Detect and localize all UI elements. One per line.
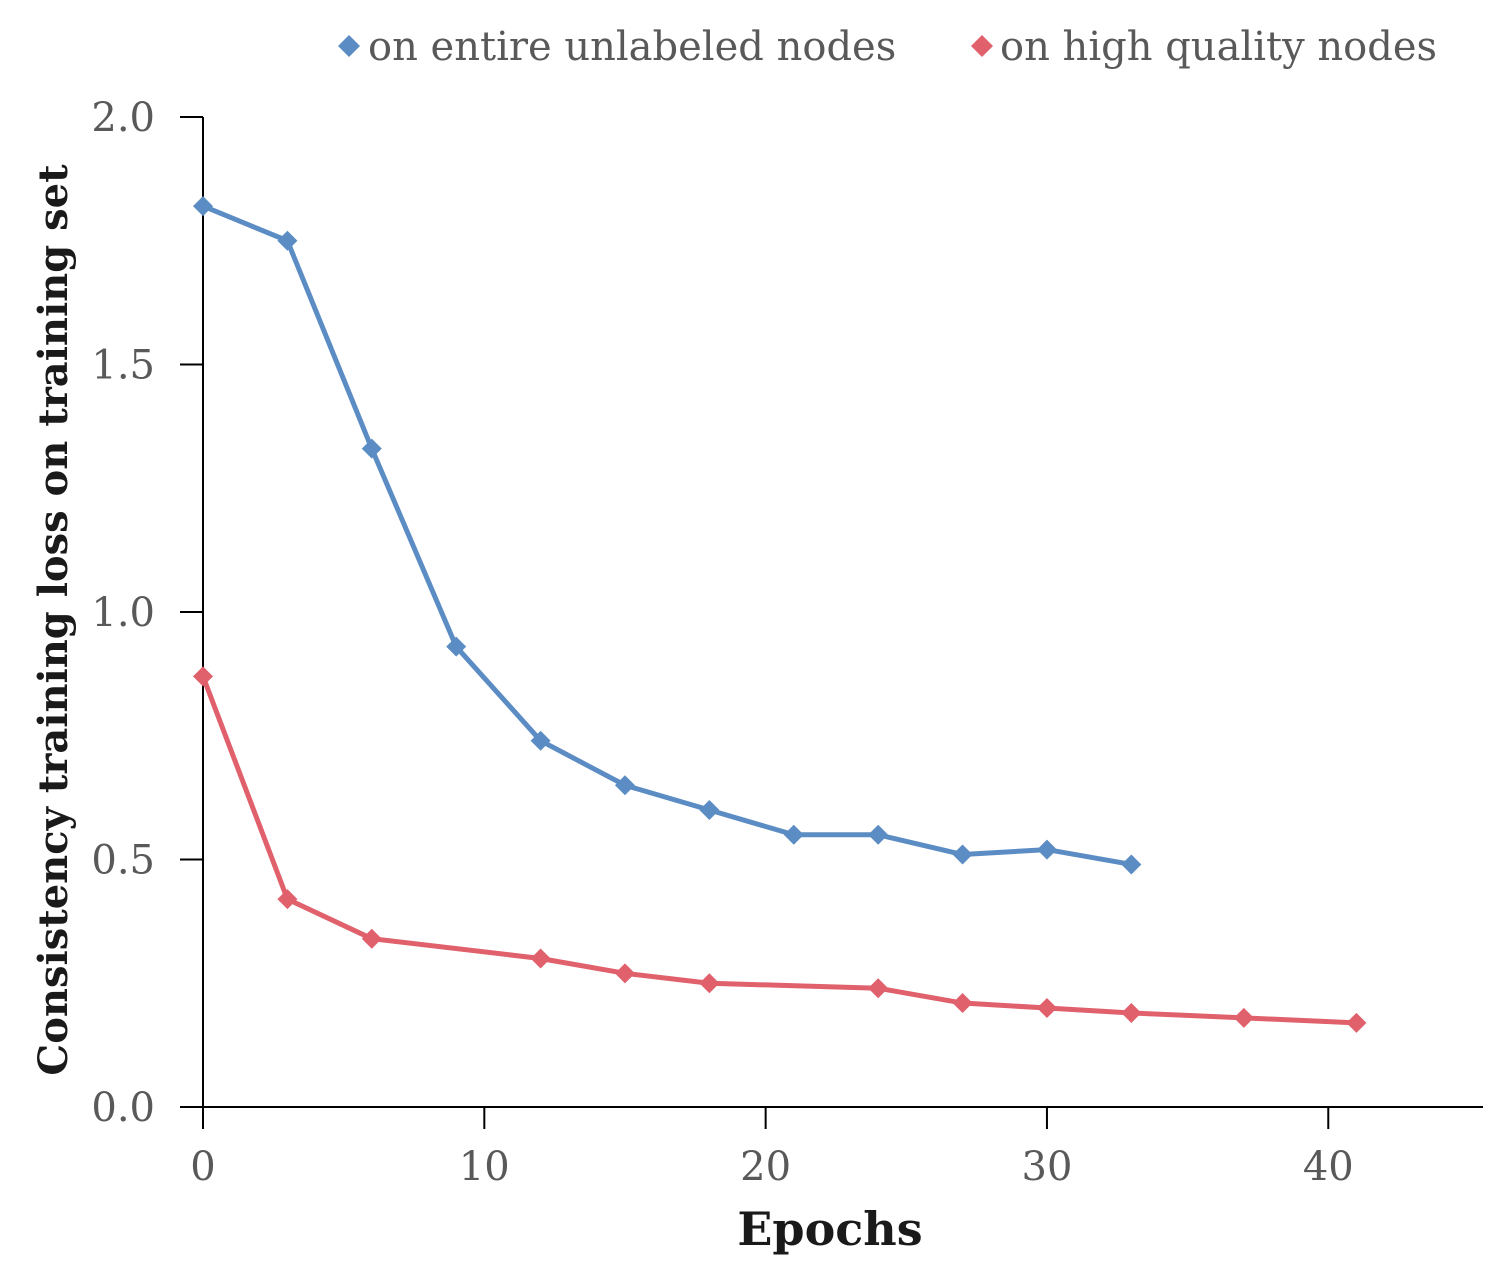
series-2 <box>193 666 1367 1033</box>
data-point <box>614 963 635 984</box>
data-point <box>530 730 551 751</box>
data-point <box>1121 1002 1142 1023</box>
data-point <box>530 948 551 969</box>
y-tick-label: 0.0 <box>91 1085 155 1131</box>
data-point <box>952 993 973 1014</box>
legend-item: on high quality nodes <box>971 24 1437 70</box>
data-point <box>446 636 467 657</box>
data-point <box>1346 1012 1367 1033</box>
data-point <box>1121 854 1142 875</box>
y-tick-label: 1.0 <box>91 590 155 636</box>
data-point <box>868 824 889 845</box>
data-point <box>361 438 382 459</box>
data-point <box>1036 998 1057 1018</box>
legend: on entire unlabeled nodes on high quality… <box>338 24 1437 70</box>
x-tick-label: 30 <box>1022 1144 1073 1190</box>
axes: 0.0 0.5 1.0 1.5 2.0 0 10 20 30 40 <box>91 95 1483 1190</box>
plot-area <box>193 196 1367 1033</box>
data-point <box>277 889 298 910</box>
series-line <box>200 673 1359 1026</box>
y-axis-title: Consistency training loss on training se… <box>30 164 77 1076</box>
legend-label: on high quality nodes <box>1000 24 1437 70</box>
x-tick-label: 40 <box>1303 1144 1354 1190</box>
y-tick-label: 2.0 <box>91 95 155 141</box>
data-point <box>699 800 720 820</box>
data-point <box>783 824 804 845</box>
data-point <box>193 196 213 217</box>
data-point <box>1233 1007 1254 1028</box>
series-1 <box>193 196 1142 875</box>
data-point <box>1036 839 1057 860</box>
data-point <box>952 844 973 865</box>
y-tick-label: 1.5 <box>91 343 155 389</box>
x-tick-label: 0 <box>190 1144 215 1190</box>
legend-marker <box>338 35 360 57</box>
y-tick-label: 0.5 <box>91 838 155 884</box>
data-point <box>361 928 382 949</box>
data-point <box>699 973 720 994</box>
x-tick-label: 20 <box>740 1144 791 1190</box>
data-point <box>868 978 889 999</box>
legend-label: on entire unlabeled nodes <box>368 24 896 70</box>
series-line <box>200 203 1134 867</box>
data-point <box>193 666 213 687</box>
x-axis-title: Epochs <box>737 1202 922 1256</box>
data-point <box>614 775 635 796</box>
legend-marker <box>971 35 993 57</box>
x-tick-label: 10 <box>459 1144 510 1190</box>
data-point <box>277 230 298 251</box>
legend-item: on entire unlabeled nodes <box>338 24 896 70</box>
